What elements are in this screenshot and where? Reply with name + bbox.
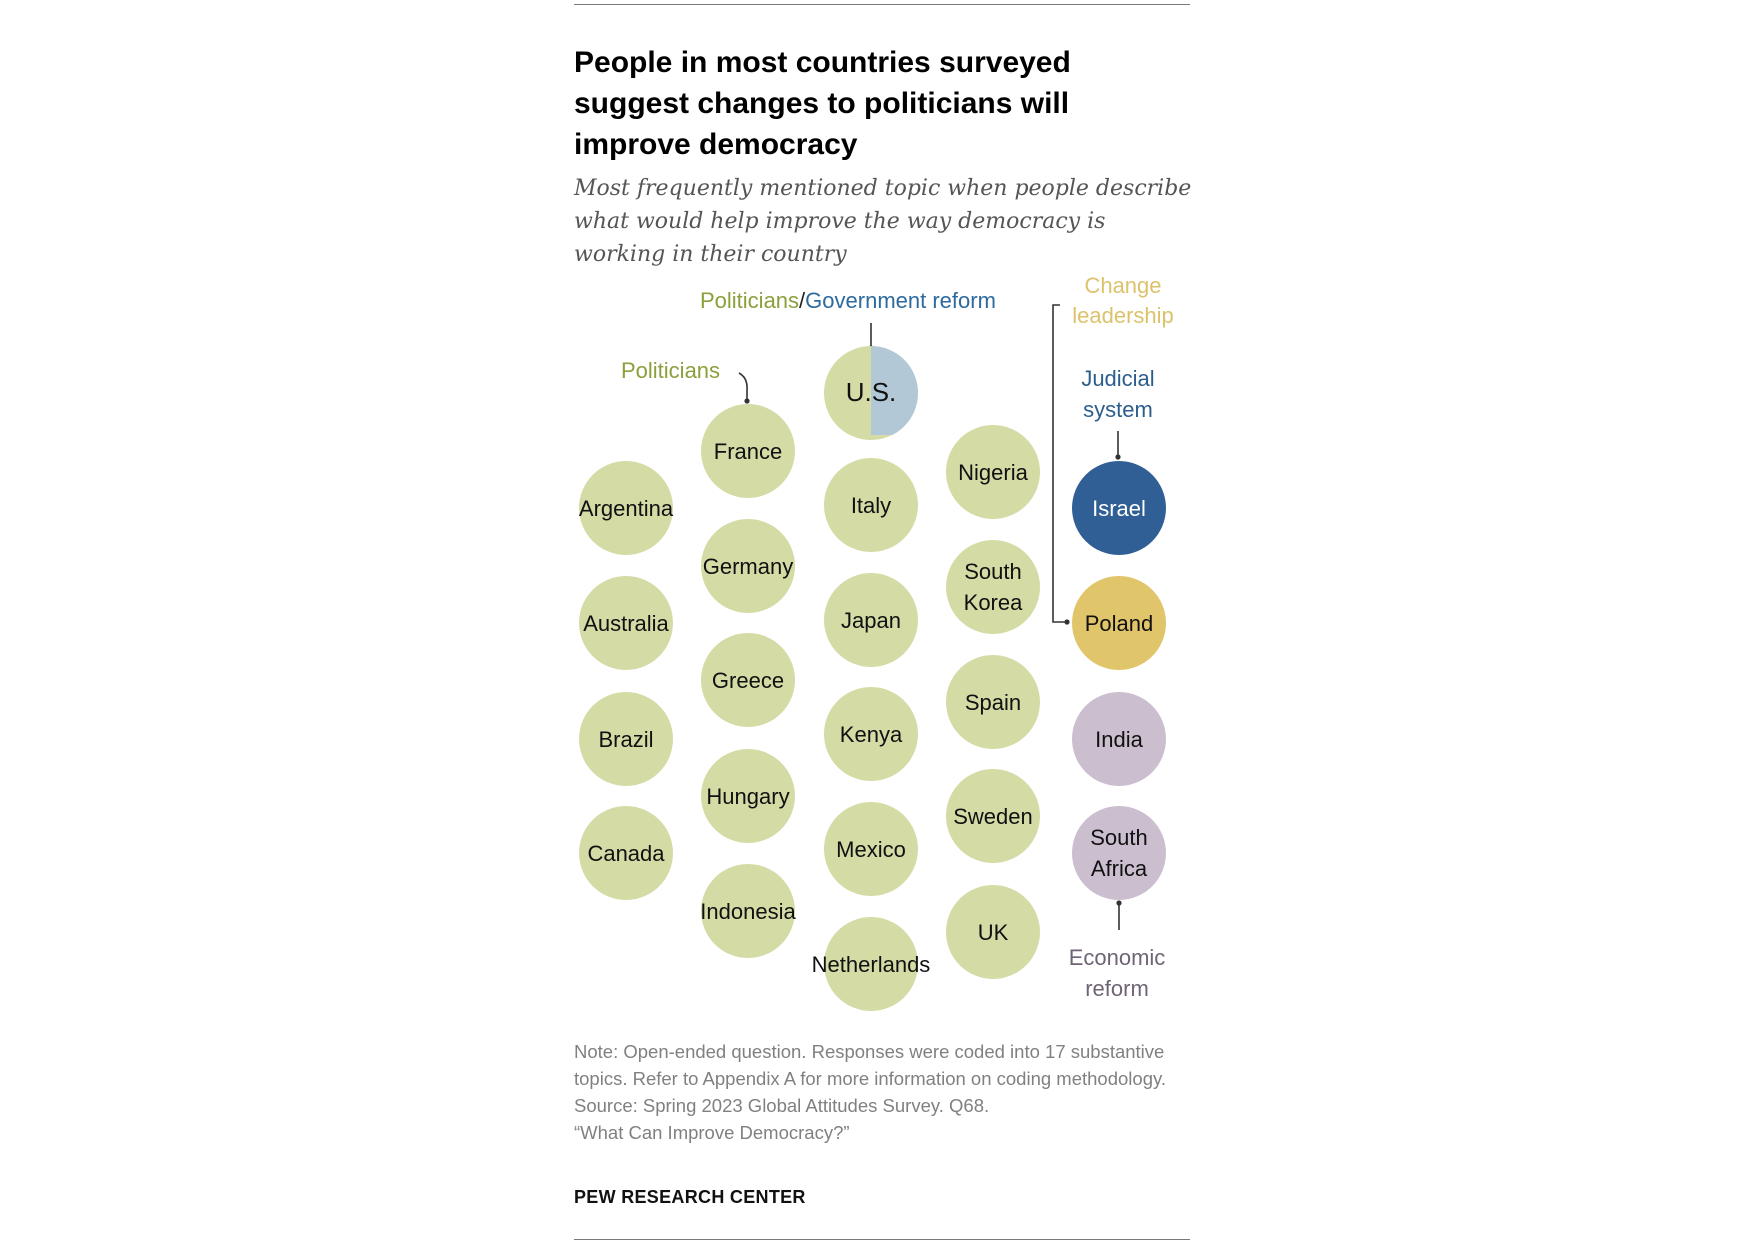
leader-politicians	[738, 372, 748, 400]
bubble-canada: Canada	[579, 806, 673, 900]
pew-logo: PEW RESEARCH CENTER	[574, 1187, 806, 1207]
footnote: Note: Open-ended question. Responses wer…	[574, 1038, 1174, 1146]
chart-title: People in most countries surveyed sugges…	[574, 46, 1071, 161]
label-politicians-govreform: Politicians/Government reform	[700, 288, 996, 313]
bubble-south-africa: South Africa	[1072, 806, 1166, 900]
bubble-poland: Poland	[1072, 576, 1166, 670]
bubble-circle	[824, 458, 918, 552]
bubble-label: India	[1095, 727, 1143, 752]
bubble-france: France	[701, 404, 795, 498]
bubble-italy: Italy	[824, 458, 918, 552]
bubble-label: Netherlands	[812, 952, 931, 977]
bubble-label: Greece	[712, 668, 784, 693]
bubble-circle	[579, 692, 673, 786]
bubble-label: UK	[978, 920, 1009, 945]
bubble-label: Brazil	[598, 727, 653, 752]
bubble-kenya: Kenya	[824, 687, 918, 781]
bubble-circle	[946, 655, 1040, 749]
bubble-label: Israel	[1092, 496, 1146, 521]
bubble-circle	[946, 540, 1040, 634]
bubble-circle	[1072, 576, 1166, 670]
label-judicial-system: Judicial system	[1081, 366, 1154, 422]
bubble-circle	[701, 864, 795, 958]
bubble-circle	[579, 461, 673, 555]
bubble-label: Mexico	[836, 837, 906, 862]
bubble-label: Hungary	[706, 784, 789, 809]
bubble-uk: UK	[946, 885, 1040, 979]
bubble-australia: Australia	[579, 576, 673, 670]
source-title: “What Can Improve Democracy?”	[574, 1122, 850, 1143]
bubble-south-korea: South Korea	[946, 540, 1040, 634]
bubble-label: Canada	[587, 841, 665, 866]
bubble-label: Germany	[703, 554, 793, 579]
label-politicians-part: Politicians	[700, 288, 799, 313]
bubble-circle	[824, 687, 918, 781]
bubble-brazil: Brazil	[579, 692, 673, 786]
bubble-circle	[701, 749, 795, 843]
bubble-label: France	[714, 439, 782, 464]
bubble-germany: Germany	[701, 519, 795, 613]
leader-dot-france	[744, 398, 750, 404]
bubble-label: U.S.	[846, 377, 897, 407]
top-rule	[574, 4, 1190, 5]
bubble-circle	[824, 573, 918, 667]
bubble-label: South Africa	[1090, 825, 1148, 881]
bubble-label: Italy	[851, 493, 891, 518]
bubble-label: Nigeria	[958, 460, 1028, 485]
bubble-u-s: U.S.	[824, 346, 918, 440]
label-politicians: Politicians	[621, 358, 720, 383]
bubble-half-government-reform	[871, 346, 918, 435]
bubble-label: South Korea	[964, 559, 1023, 615]
bubble-circle	[701, 519, 795, 613]
bubble-circle	[946, 769, 1040, 863]
bubble-circle	[1072, 461, 1166, 555]
bubble-nigeria: Nigeria	[946, 425, 1040, 519]
bubble-circle	[946, 425, 1040, 519]
bubble-spain: Spain	[946, 655, 1040, 749]
label-change-leadership: Change leadership	[1072, 273, 1174, 328]
bubble-circle	[1072, 692, 1166, 786]
bubble-netherlands: Netherlands	[812, 917, 931, 1011]
label-economic-reform: Economic reform	[1069, 945, 1166, 1001]
bubble-india: India	[1072, 692, 1166, 786]
leader-dot-south-africa	[1116, 900, 1122, 906]
bubble-circle	[579, 806, 673, 900]
bubble-circle	[824, 802, 918, 896]
bubble-indonesia: Indonesia	[700, 864, 796, 958]
chart-subtitle: Most frequently mentioned topic when peo…	[574, 176, 1192, 267]
bubble-circle	[701, 633, 795, 727]
bubble-argentina: Argentina	[579, 461, 674, 555]
bubble-greece: Greece	[701, 633, 795, 727]
bubble-circle	[1072, 806, 1166, 900]
bubble-label: Poland	[1085, 611, 1154, 636]
bubble-mexico: Mexico	[824, 802, 918, 896]
bubble-circle	[701, 404, 795, 498]
leader-dot-israel	[1115, 454, 1121, 460]
bubble-label: Australia	[583, 611, 669, 636]
bubble-label: Spain	[965, 690, 1021, 715]
leader-change-leadership	[1052, 304, 1066, 623]
bubble-sweden: Sweden	[946, 769, 1040, 863]
bubble-hungary: Hungary	[701, 749, 795, 843]
leader-lines	[738, 304, 1122, 930]
bubble-israel: Israel	[1072, 461, 1166, 555]
bubble-circle	[579, 576, 673, 670]
bubble-circle	[946, 885, 1040, 979]
bubble-japan: Japan	[824, 573, 918, 667]
bubble-label: Kenya	[840, 722, 903, 747]
leader-dot-poland	[1064, 619, 1070, 625]
bubble-label: Japan	[841, 608, 901, 633]
bubble-label: Argentina	[579, 496, 674, 521]
label-government-reform-part: Government reform	[805, 288, 996, 313]
note-text: Note: Open-ended question. Responses wer…	[574, 1041, 1166, 1089]
bubble-label: Sweden	[953, 804, 1033, 829]
country-bubbles: Argentina Australia Brazil Canada France Germ…	[579, 346, 1166, 1011]
bubble-label: Indonesia	[700, 899, 796, 924]
bubble-circle	[824, 917, 918, 1011]
source-text: Source: Spring 2023 Global Attitudes Sur…	[574, 1095, 990, 1116]
label-separator: /	[799, 288, 806, 313]
